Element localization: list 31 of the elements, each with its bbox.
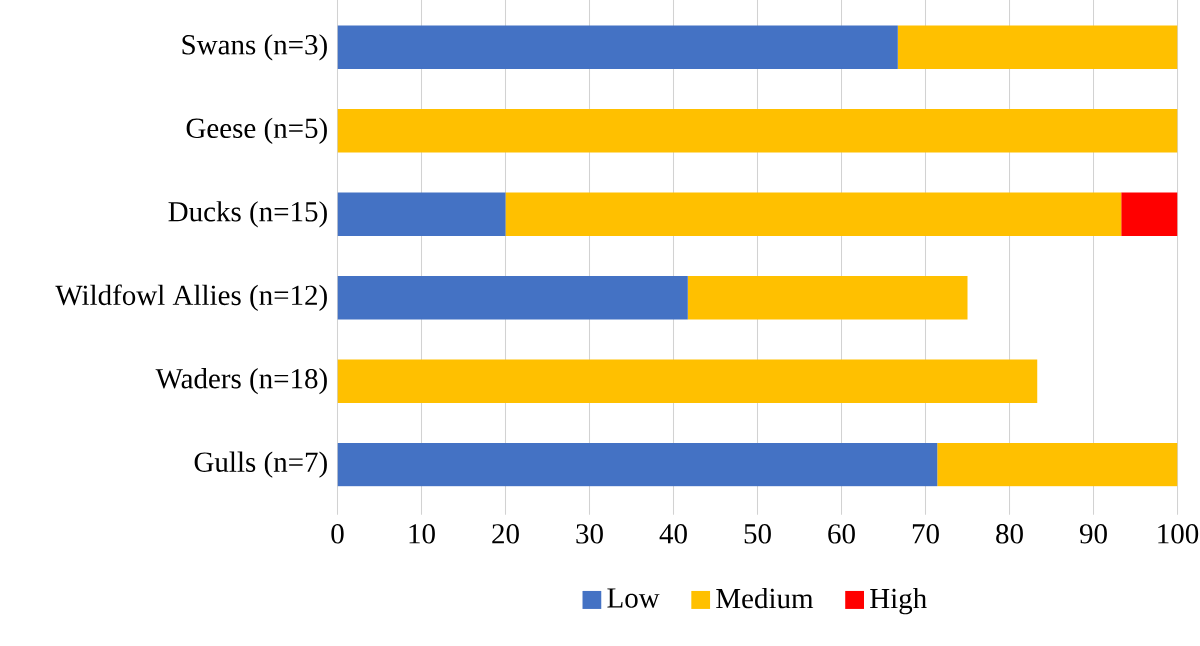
x-tick-label: 20 xyxy=(492,524,519,544)
bar xyxy=(1121,192,1178,236)
bar xyxy=(937,442,1178,487)
x-tick-label: 100 xyxy=(1158,524,1199,544)
bar xyxy=(337,25,898,70)
x-tick-label: 70 xyxy=(912,524,939,544)
x-tick-label: 0 xyxy=(331,524,344,544)
bar xyxy=(337,276,688,320)
y-tick-label: Waders (n=18) xyxy=(155,368,327,395)
bar xyxy=(337,109,1178,153)
bar xyxy=(337,442,938,487)
bar xyxy=(337,359,1038,403)
x-tick-label: 30 xyxy=(576,524,603,544)
legend-label: High xyxy=(870,587,927,615)
bar xyxy=(897,25,1178,70)
y-tick-label: Geese (n=5) xyxy=(186,117,327,144)
bar xyxy=(337,192,506,236)
y-tick-label: Ducks (n=15) xyxy=(168,201,327,228)
x-tick-label: 10 xyxy=(409,524,435,544)
x-tick-label: 80 xyxy=(996,524,1023,544)
legend-label: Medium xyxy=(716,587,814,609)
bar xyxy=(505,192,1122,236)
y-tick-label: Swans (n=3) xyxy=(182,34,327,61)
x-tick-label: 50 xyxy=(744,524,771,544)
x-tick-label: 60 xyxy=(828,524,855,544)
legend-label: Low xyxy=(607,588,660,608)
y-tick-label: Wildfowl Allies (n=12) xyxy=(55,284,327,311)
bar xyxy=(687,276,968,320)
x-tick-label: 40 xyxy=(659,524,687,544)
y-tick-label: Gulls (n=7) xyxy=(194,451,327,478)
x-tick-label: 90 xyxy=(1079,524,1107,544)
